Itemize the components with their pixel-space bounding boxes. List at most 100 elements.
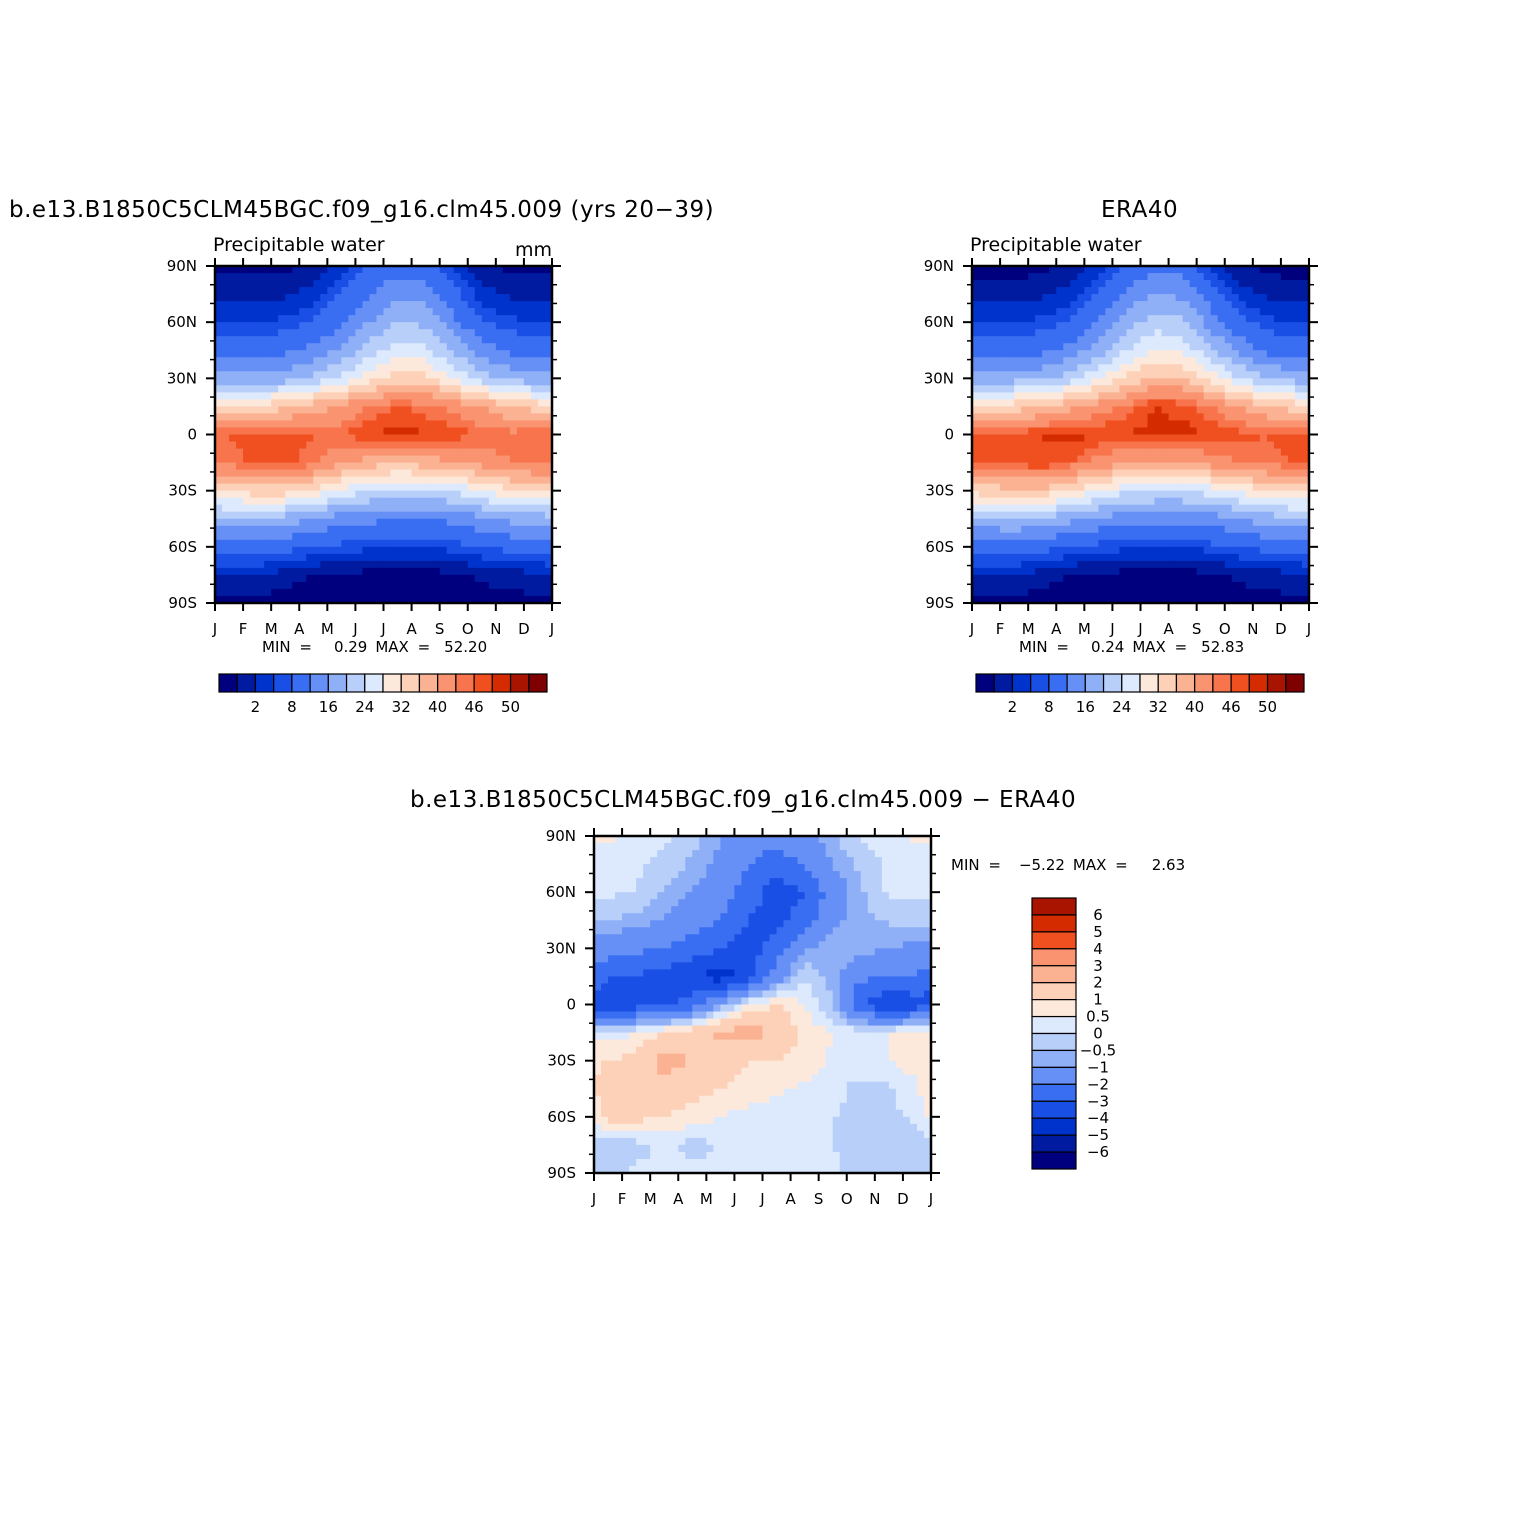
model-cell xyxy=(411,413,420,422)
model-cell xyxy=(390,441,399,450)
model-cell xyxy=(404,532,413,541)
model-cell xyxy=(411,595,420,604)
model-cell xyxy=(236,490,244,499)
obs-cell xyxy=(1203,518,1212,527)
obs-cell xyxy=(1224,371,1233,379)
obs-cell xyxy=(1042,350,1050,358)
obs-cell xyxy=(1280,441,1289,450)
obs-cell xyxy=(1280,448,1289,457)
model-cell xyxy=(355,518,364,527)
model-cell xyxy=(369,329,378,337)
obs-cell xyxy=(1161,448,1170,457)
model-cell xyxy=(460,490,469,499)
obs-cell xyxy=(1196,455,1205,464)
obs-cell xyxy=(1175,364,1184,372)
model-cell xyxy=(488,574,497,583)
obs-cell xyxy=(1133,595,1142,604)
obs-cell xyxy=(1112,469,1121,478)
obs-cell xyxy=(1063,553,1071,562)
model-cell xyxy=(411,469,420,478)
model-cell xyxy=(516,504,525,513)
model-cell xyxy=(404,441,413,450)
model-cell xyxy=(320,539,328,548)
obs-cell xyxy=(1077,322,1085,330)
obs-colorbar: 2 8 16 24 32 40 46 50 xyxy=(975,673,1305,716)
obs-cell xyxy=(1119,336,1128,344)
model-cell xyxy=(523,539,532,548)
model-cell xyxy=(362,287,371,295)
obs-cell xyxy=(1266,476,1275,485)
obs-cell xyxy=(1098,301,1106,309)
model-cell xyxy=(425,476,434,485)
model-cell xyxy=(404,504,413,513)
obs-cell xyxy=(1063,546,1071,555)
obs-cell xyxy=(1280,392,1289,400)
diff-cell xyxy=(629,843,637,851)
model-cell xyxy=(397,287,406,295)
obs-cell xyxy=(1028,266,1036,274)
obs-cell xyxy=(1021,273,1029,281)
model-cell xyxy=(341,462,349,471)
obs-cell xyxy=(1182,399,1191,408)
model-cell xyxy=(355,469,364,478)
model-cell xyxy=(341,434,349,443)
obs-cell xyxy=(1224,280,1233,288)
obs-cell xyxy=(993,413,1001,422)
model-cell xyxy=(292,560,300,569)
obs-cell xyxy=(1098,413,1106,422)
model-cell xyxy=(509,567,518,576)
obs-cell xyxy=(1084,371,1092,379)
obs-cell xyxy=(1000,588,1008,597)
obs-cell xyxy=(1189,399,1198,408)
obs-cell xyxy=(1154,504,1163,513)
model-cell xyxy=(243,406,251,415)
model-cell xyxy=(348,315,357,323)
model-cell xyxy=(523,322,532,330)
obs-cell xyxy=(1168,427,1177,436)
model-cell xyxy=(320,476,328,485)
obs-cell xyxy=(1273,553,1282,562)
obs-cell xyxy=(1035,385,1043,393)
model-cell xyxy=(250,574,258,583)
model-cell xyxy=(222,532,230,541)
model-cell xyxy=(271,371,279,379)
obs-cell xyxy=(1147,406,1156,415)
model-cell xyxy=(397,343,406,351)
model-cell xyxy=(530,406,539,415)
obs-cell xyxy=(1161,371,1170,379)
model-cell xyxy=(425,420,434,429)
obs-cell xyxy=(1259,273,1268,281)
obs-cell xyxy=(1133,392,1142,400)
obs-cell xyxy=(1000,322,1008,330)
model-cell xyxy=(348,301,357,309)
model-cell xyxy=(495,497,504,506)
obs-cell xyxy=(1042,553,1050,562)
obs-cell xyxy=(1119,525,1128,534)
obs-cell xyxy=(979,420,987,429)
model-cell xyxy=(292,497,300,506)
obs-cell xyxy=(1056,364,1064,372)
obs-cell xyxy=(1035,546,1043,555)
obs-cell xyxy=(1049,308,1057,316)
obs-cell xyxy=(1252,357,1261,365)
model-cell xyxy=(362,280,371,288)
obs-cell xyxy=(1028,427,1036,436)
obs-cell xyxy=(1196,511,1205,520)
obs-cell xyxy=(1147,266,1156,274)
obs-cell xyxy=(1021,280,1029,288)
model-cell xyxy=(320,406,328,415)
obs-min-max: MIN = 0.24 MAX = 52.83 xyxy=(1019,638,1252,656)
model-cell xyxy=(222,371,230,379)
model-cell xyxy=(369,476,378,485)
obs-cell xyxy=(1196,364,1205,372)
obs-cell xyxy=(1035,560,1043,569)
diff-cell xyxy=(622,843,630,851)
obs-cell xyxy=(1273,574,1282,583)
obs-cell xyxy=(1140,518,1149,527)
obs-cell xyxy=(1021,532,1029,541)
obs-cell xyxy=(1112,364,1121,372)
obs-cell xyxy=(1035,581,1043,590)
obs-cell xyxy=(1119,441,1128,450)
obs-cell xyxy=(993,273,1001,281)
obs-cell xyxy=(979,427,987,436)
